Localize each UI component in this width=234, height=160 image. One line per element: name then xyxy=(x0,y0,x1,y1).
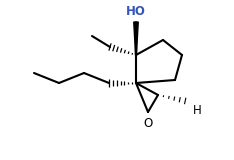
Text: O: O xyxy=(143,117,153,130)
Polygon shape xyxy=(134,22,138,55)
Polygon shape xyxy=(135,22,136,55)
Text: HO: HO xyxy=(126,5,146,18)
Text: H: H xyxy=(193,104,202,117)
